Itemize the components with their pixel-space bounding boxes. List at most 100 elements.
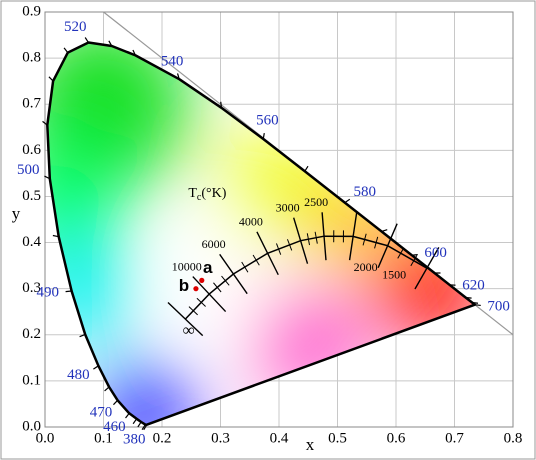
- gamut-fill: [47, 42, 475, 425]
- cct-subscript: c: [197, 192, 202, 203]
- wavelength-label: 700: [487, 298, 510, 314]
- x-tick-label: 0.4: [270, 430, 289, 446]
- locus-tick: [141, 424, 146, 431]
- sample-label: a: [203, 258, 213, 277]
- temperature-label: 6000: [202, 237, 226, 251]
- sample-point: [193, 286, 199, 292]
- locus-tick: [48, 76, 54, 82]
- locus-tick: [125, 412, 130, 419]
- locus-tick: [474, 304, 481, 307]
- locus-minor-tick: [213, 282, 222, 293]
- isotemperature-line: [348, 212, 358, 261]
- plot-border: [44, 11, 514, 428]
- x-tick-label: 0.7: [445, 430, 464, 446]
- locus-minor-tick: [397, 247, 405, 259]
- locus-tick: [465, 296, 472, 299]
- locus-tick: [52, 234, 59, 238]
- y-tick-label: 0.2: [22, 326, 41, 342]
- locus-tick: [220, 101, 223, 108]
- x-tick-label: 0.1: [94, 430, 113, 446]
- locus-tick: [65, 290, 72, 293]
- wavelength-label: 380: [123, 431, 146, 447]
- isotemperature-line: [292, 217, 309, 264]
- locus-tick: [381, 229, 388, 232]
- isotemperature-line: [377, 223, 398, 269]
- wavelength-label: 480: [67, 367, 90, 383]
- wavelength-label: 490: [36, 284, 59, 300]
- wavelength-label: 560: [256, 113, 279, 129]
- locus-tick: [176, 73, 180, 80]
- color-blob: [304, 179, 395, 270]
- locus-tick: [304, 165, 309, 172]
- wavelength-label: 470: [90, 405, 113, 421]
- temperature-label: ∞: [183, 321, 195, 340]
- locus-tick: [344, 198, 351, 204]
- y-tick-label: 0.1: [22, 372, 41, 388]
- x-tick-label: 0.3: [211, 430, 230, 446]
- wavelength-label: 600: [424, 245, 447, 261]
- x-tick-label: 0.2: [153, 430, 172, 446]
- locus-minor-tick: [188, 306, 198, 316]
- locus-tick: [79, 333, 86, 338]
- cct-unit: (°K): [201, 186, 226, 201]
- locus-minor-tick: [306, 233, 311, 246]
- color-blob: [175, 234, 266, 325]
- locus-tick: [108, 40, 113, 47]
- isotemperature-line: [167, 301, 204, 337]
- locus-tick: [132, 418, 138, 425]
- wavelength-label: 540: [161, 53, 184, 69]
- locus-minor-tick: [374, 236, 379, 249]
- locus-tick: [44, 175, 51, 180]
- y-tick-label: 0.8: [22, 50, 41, 66]
- locus-minor-tick: [362, 233, 367, 246]
- locus-minor-tick: [314, 231, 318, 244]
- sample-point: [199, 277, 205, 283]
- temperature-label: 1500: [382, 268, 406, 282]
- isotemperature-line: [219, 253, 248, 295]
- x-tick-label: 0.8: [504, 430, 523, 446]
- wavelength-label: 580: [353, 184, 376, 200]
- locus-tick: [42, 120, 48, 126]
- wavelength-label: 620: [462, 277, 485, 293]
- locus-tick: [262, 133, 265, 140]
- temperature-label: 2000: [354, 260, 378, 274]
- wavelength-label: 520: [64, 19, 87, 35]
- locus-tick: [137, 421, 142, 428]
- locus-tick: [132, 49, 137, 56]
- y-tick-label: 0.0: [22, 418, 41, 434]
- y-tick-label: 0.9: [22, 3, 41, 19]
- wavelength-label: 500: [17, 162, 40, 178]
- y-tick-label: 0.5: [22, 188, 41, 204]
- y-tick-label: 0.4: [22, 234, 41, 250]
- temperature-label: 2500: [304, 195, 328, 209]
- y-tick-label: 0.6: [22, 142, 41, 158]
- cct-symbol: T: [188, 186, 197, 201]
- isotemperature-line: [192, 276, 227, 313]
- locus-minor-tick: [196, 297, 206, 307]
- locus-minor-tick: [221, 275, 230, 286]
- locus-minor-tick: [241, 261, 249, 273]
- x-tick-label: 0.5: [328, 430, 347, 446]
- locus-tick: [113, 399, 119, 406]
- locus-tick: [84, 37, 89, 43]
- isotemperature-line: [256, 231, 279, 276]
- temperature-label: 4000: [239, 215, 263, 229]
- y-tick-label: 0.7: [22, 96, 41, 112]
- locus-minor-tick: [286, 239, 293, 251]
- color-blob: [94, 363, 195, 425]
- x-tick-label: 0.0: [36, 430, 55, 446]
- wavelength-label: 460: [103, 419, 126, 435]
- locus-tick: [93, 365, 99, 370]
- color-blob: [253, 289, 364, 399]
- isotemperature-line: [321, 212, 327, 261]
- locus-tick: [411, 254, 418, 256]
- locus-minor-tick: [410, 255, 418, 267]
- locus-minor-tick: [275, 243, 282, 255]
- locus-tick: [143, 424, 148, 431]
- locus-tick: [471, 301, 479, 304]
- color-blob: [47, 136, 123, 257]
- x-tick-label: 0.6: [387, 430, 406, 446]
- locus-tick: [63, 47, 69, 53]
